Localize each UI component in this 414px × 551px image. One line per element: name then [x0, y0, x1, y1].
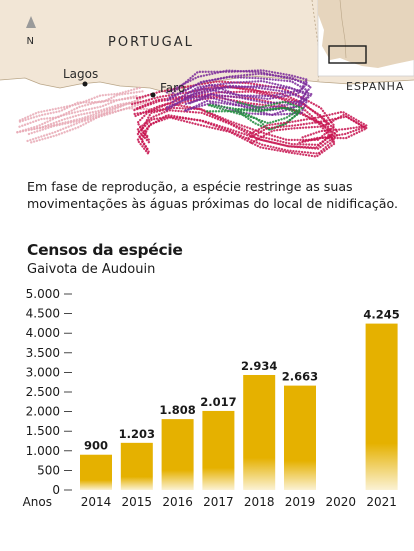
track-line [16, 95, 141, 134]
bar-2021 [365, 323, 398, 490]
x-tick-label-2019: 2019 [285, 495, 316, 509]
x-tick-label-2014: 2014 [81, 495, 112, 509]
inset-highlight-box [328, 45, 367, 64]
y-tick-label: 2.500 [26, 385, 60, 399]
x-tick-label-2018: 2018 [244, 495, 275, 509]
y-tick-label: 3.000 [26, 365, 60, 379]
value-label-2017: 2.017 [200, 395, 236, 409]
y-axis: 0 500 1.000 1.500 2.000 2.500 3.000 3.500 4.000 4… [26, 287, 72, 497]
value-label-2015: 1.203 [119, 427, 155, 441]
track-line [165, 84, 309, 116]
y-tick-label: 2.000 [26, 405, 60, 419]
x-tick-label-2015: 2015 [122, 495, 153, 509]
x-tick-label-2020: 2020 [326, 495, 357, 509]
track-line [18, 90, 144, 123]
track-line [165, 69, 310, 101]
city-lagos-label: Lagos [63, 67, 98, 81]
country-espanha-label: ESPANHA [346, 80, 404, 93]
y-tick-label: 500 [37, 463, 60, 477]
chart-title: Censos da espécie [27, 241, 183, 259]
bar-2016 [161, 419, 194, 490]
y-tick-label: 1.500 [26, 424, 60, 438]
faro-dot [150, 92, 156, 98]
bar-2018 [243, 374, 276, 490]
track-line [133, 96, 337, 158]
track-line [30, 93, 152, 131]
track-line [171, 79, 310, 112]
city-faro: Faro [150, 81, 185, 98]
track-line [166, 75, 309, 110]
track-line [208, 100, 305, 125]
city-faro-label: Faro [160, 81, 185, 95]
bar-2015 [120, 442, 153, 490]
track-line [249, 110, 371, 139]
map-caption: Em fase de reprodução, a espécie restrin… [27, 179, 398, 211]
y-tick-label: 0 [52, 483, 60, 497]
value-label-2014: 900 [84, 439, 108, 453]
track-line [133, 90, 340, 151]
track-line [250, 113, 370, 144]
bar-2017 [202, 410, 235, 490]
country-portugal-label: PORTUGAL [108, 35, 194, 50]
x-tick-label-2021: 2021 [366, 495, 397, 509]
city-lagos: Lagos [63, 67, 98, 87]
chart-subtitle: Gaivota de Audouin [27, 262, 156, 277]
x-tick-label-2016: 2016 [162, 495, 193, 509]
lagos-dot [82, 81, 88, 87]
track-line [27, 99, 152, 136]
bar-2019 [284, 385, 316, 490]
track-line [18, 86, 143, 122]
inset-border [339, 0, 347, 59]
north-label: N [27, 36, 34, 47]
y-tick-label: 3.500 [26, 346, 60, 360]
track-line [26, 100, 149, 143]
bars: 900 1.203 1.808 2.017 2.934 2.663 4.245 [80, 308, 400, 490]
track-line [206, 106, 301, 131]
value-label-2021: 4.245 [363, 308, 399, 322]
gull-tracks [16, 69, 371, 158]
track-line [18, 94, 141, 128]
census-bar-chart: 0 500 1.000 1.500 2.000 2.500 3.000 3.500 4.000 4… [23, 287, 400, 509]
y-tick-label: 4.000 [26, 326, 60, 340]
north-arrow-icon [26, 16, 36, 28]
bar-2014 [80, 454, 112, 490]
value-label-2016: 1.808 [159, 403, 195, 417]
x-tick-label-2017: 2017 [203, 495, 234, 509]
y-tick-label: 1.000 [26, 444, 60, 458]
x-axis-label: Anos [23, 495, 52, 509]
x-axis: Anos 2014 2015 2016 2017 2018 2019 2020 2021 [23, 495, 397, 509]
land-portugal-spain [0, 0, 414, 96]
locator-inset [317, 0, 414, 77]
y-tick-label: 4.500 [26, 307, 60, 321]
value-label-2019: 2.663 [282, 370, 318, 384]
track-line [30, 107, 152, 144]
y-tick-label: 5.000 [26, 287, 60, 301]
north-arrow: N [26, 16, 36, 47]
value-label-2018: 2.934 [241, 359, 277, 373]
tracking-map: Lagos Faro PORTUGAL ESPANHA N [0, 0, 414, 158]
